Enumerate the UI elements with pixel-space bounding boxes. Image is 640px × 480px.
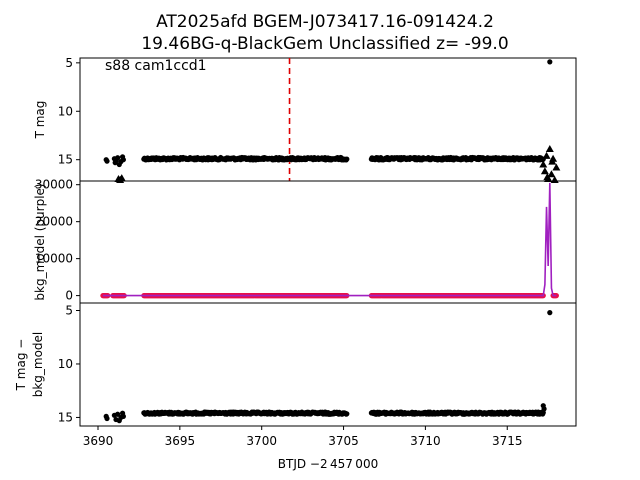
x-tick-label: 3715 (492, 434, 523, 448)
middle-axes-frame (79, 180, 577, 304)
top-upper-limit-marker (540, 167, 549, 175)
x-tick-label: 3700 (246, 434, 277, 448)
middle-ytick-label: 20000 (35, 215, 73, 229)
top-upper-limit-marker (548, 157, 557, 165)
x-tick-label: 3710 (410, 434, 441, 448)
sector-camera-annotation: s88 cam1ccd1 (105, 58, 207, 74)
middle-y-axis-label: bkg_model (purple) (33, 183, 47, 300)
top-upper-limit-marker (117, 174, 126, 182)
top-panel-magnitude: 5 10 15 T mag s88 cam1ccd1 (33, 56, 577, 184)
middle-ytick-label: 0 (65, 289, 73, 303)
bottom-axes-frame (79, 302, 577, 427)
bottom-data-point (547, 310, 553, 316)
top-upper-limit-marker (542, 151, 551, 159)
bottom-ytick-label: 15 (58, 410, 73, 424)
top-y-axis-label: T mag (33, 101, 47, 140)
top-upper-limit-marker (539, 160, 548, 168)
top-data-point (344, 156, 350, 162)
bottom-ytick-label: 5 (65, 303, 73, 317)
background-model-line (102, 182, 557, 297)
x-tick-label: 3695 (165, 434, 196, 448)
x-tick-label: 3690 (83, 434, 114, 448)
top-upper-limit-marker (552, 163, 561, 171)
bottom-data-point (104, 415, 110, 422)
middle-ytick-label: 10000 (35, 252, 73, 266)
top-data-point (120, 157, 126, 163)
top-ytick-label: 15 (58, 153, 73, 167)
bottom-ytick-label: 10 (58, 357, 73, 371)
top-ytick-label: 5 (65, 56, 73, 70)
top-upper-limit-marker (543, 173, 552, 181)
bottom-data-point (541, 406, 547, 412)
top-upper-limit-marker (545, 145, 554, 153)
bottom-panel-magnitude-minus-background: 5 10 15 T mag − bkg_model 3690 3695 3700 3705 371… (14, 302, 577, 471)
top-data-point (104, 158, 110, 164)
top-axes-frame (79, 57, 577, 182)
top-upper-limit-marker (547, 170, 556, 178)
x-tick-label: 3705 (328, 434, 359, 448)
x-axis-label: BTJD −2 457 000 (278, 457, 378, 471)
figure-title-line1: AT2025afd BGEM-J073417.16-091424.2 (156, 12, 494, 32)
bottom-data-point (115, 411, 121, 417)
bottom-y-axis-label-line1: T mag − (14, 339, 28, 392)
figure-title-line2: 19.46BG-q-BlackGem Unclassified z= -99.0 (141, 34, 508, 54)
top-data-point (547, 59, 553, 65)
top-ytick-label: 10 (58, 104, 73, 118)
bottom-data-point (120, 413, 126, 419)
middle-ytick-label: 30000 (35, 178, 73, 192)
bottom-y-axis-label-line2: bkg_model (31, 332, 45, 398)
top-data-point (115, 155, 121, 161)
bottom-data-point (344, 411, 350, 417)
